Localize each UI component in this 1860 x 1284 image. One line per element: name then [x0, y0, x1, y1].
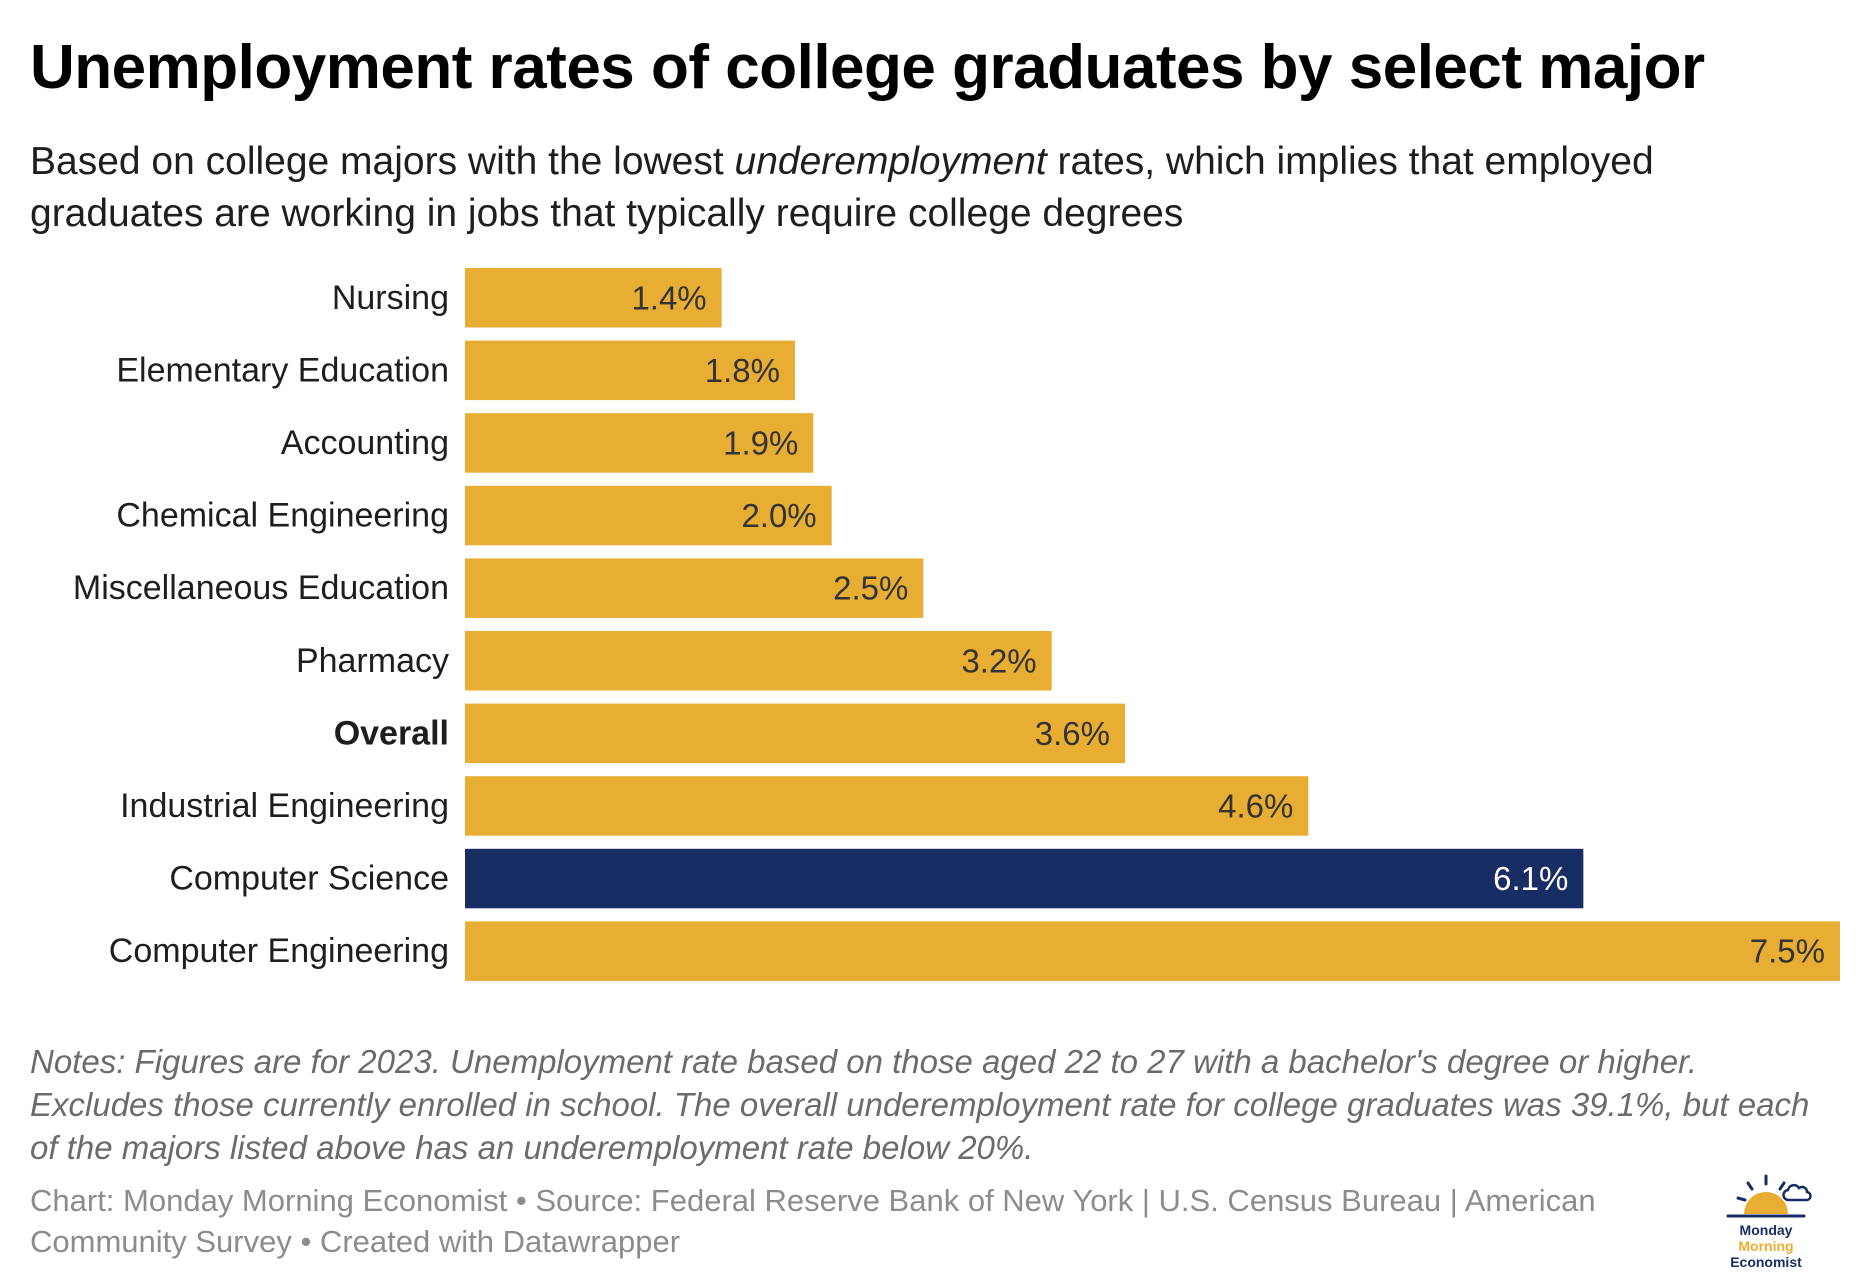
category-label-nursing: Nursing: [332, 279, 449, 317]
monday-morning-economist-logo: Monday Morning Economist: [1714, 1170, 1818, 1270]
chart-title: Unemployment rates of college graduates …: [30, 33, 1705, 102]
subtitle-text-before: Based on college majors with the lowest: [30, 140, 735, 183]
category-label-computer-science: Computer Science: [169, 860, 449, 898]
category-label-elementary-education: Elementary Education: [116, 351, 449, 389]
category-label-pharmacy: Pharmacy: [296, 642, 449, 680]
value-label-industrial-engineering: 4.6%: [1218, 787, 1293, 824]
value-label-accounting: 1.9%: [723, 424, 798, 461]
category-label-computer-engineering: Computer Engineering: [109, 932, 449, 970]
value-label-miscellaneous-education: 2.5%: [833, 570, 908, 607]
category-label-miscellaneous-education: Miscellaneous Education: [73, 569, 449, 607]
logo-text-line2: Morning: [1738, 1238, 1794, 1254]
value-label-computer-engineering: 7.5%: [1750, 933, 1825, 970]
sunrise-cloud-icon: [1726, 1174, 1812, 1218]
value-label-chemical-engineering: 2.0%: [741, 497, 816, 534]
bar-chart: Nursing 1.4% Elementary Education 1.8% Accou…: [73, 268, 1840, 981]
bar-computer-science: [465, 848, 1584, 909]
value-label-elementary-education: 1.8%: [705, 352, 780, 389]
subtitle-text-after: rates, which implies that employed gradu…: [30, 140, 1654, 235]
value-label-pharmacy: 3.2%: [961, 642, 1036, 679]
category-label-chemical-engineering: Chemical Engineering: [116, 497, 449, 535]
bar-computer-engineering: [465, 921, 1840, 981]
bar-nursing: [465, 268, 722, 328]
value-label-nursing: 1.4%: [631, 279, 706, 316]
chart-subtitle: Based on college majors with the lowest …: [30, 136, 1820, 240]
logo-text-line1: Monday: [1739, 1222, 1793, 1238]
value-label-computer-science: 6.1%: [1493, 860, 1568, 897]
subtitle-emphasis: underemployment: [734, 140, 1047, 183]
bar-pharmacy: [465, 631, 1052, 691]
bar-elementary-education: [465, 340, 795, 401]
bar-accounting: [465, 413, 814, 473]
chart-notes: Notes: Figures are for 2023. Unemploymen…: [30, 1043, 1810, 1166]
bar-industrial-engineering: [465, 776, 1309, 836]
value-label-overall: 3.6%: [1035, 715, 1110, 752]
category-label-overall: Overall: [334, 714, 449, 752]
bar-chemical-engineering: [465, 485, 832, 546]
logo-text-line3: Economist: [1730, 1254, 1802, 1270]
bar-overall: [465, 703, 1125, 764]
chart-credits: Chart: Monday Morning Economist • Source…: [30, 1183, 1596, 1259]
category-label-accounting: Accounting: [281, 424, 449, 462]
category-label-industrial-engineering: Industrial Engineering: [120, 787, 449, 825]
bar-miscellaneous-education: [465, 558, 924, 618]
